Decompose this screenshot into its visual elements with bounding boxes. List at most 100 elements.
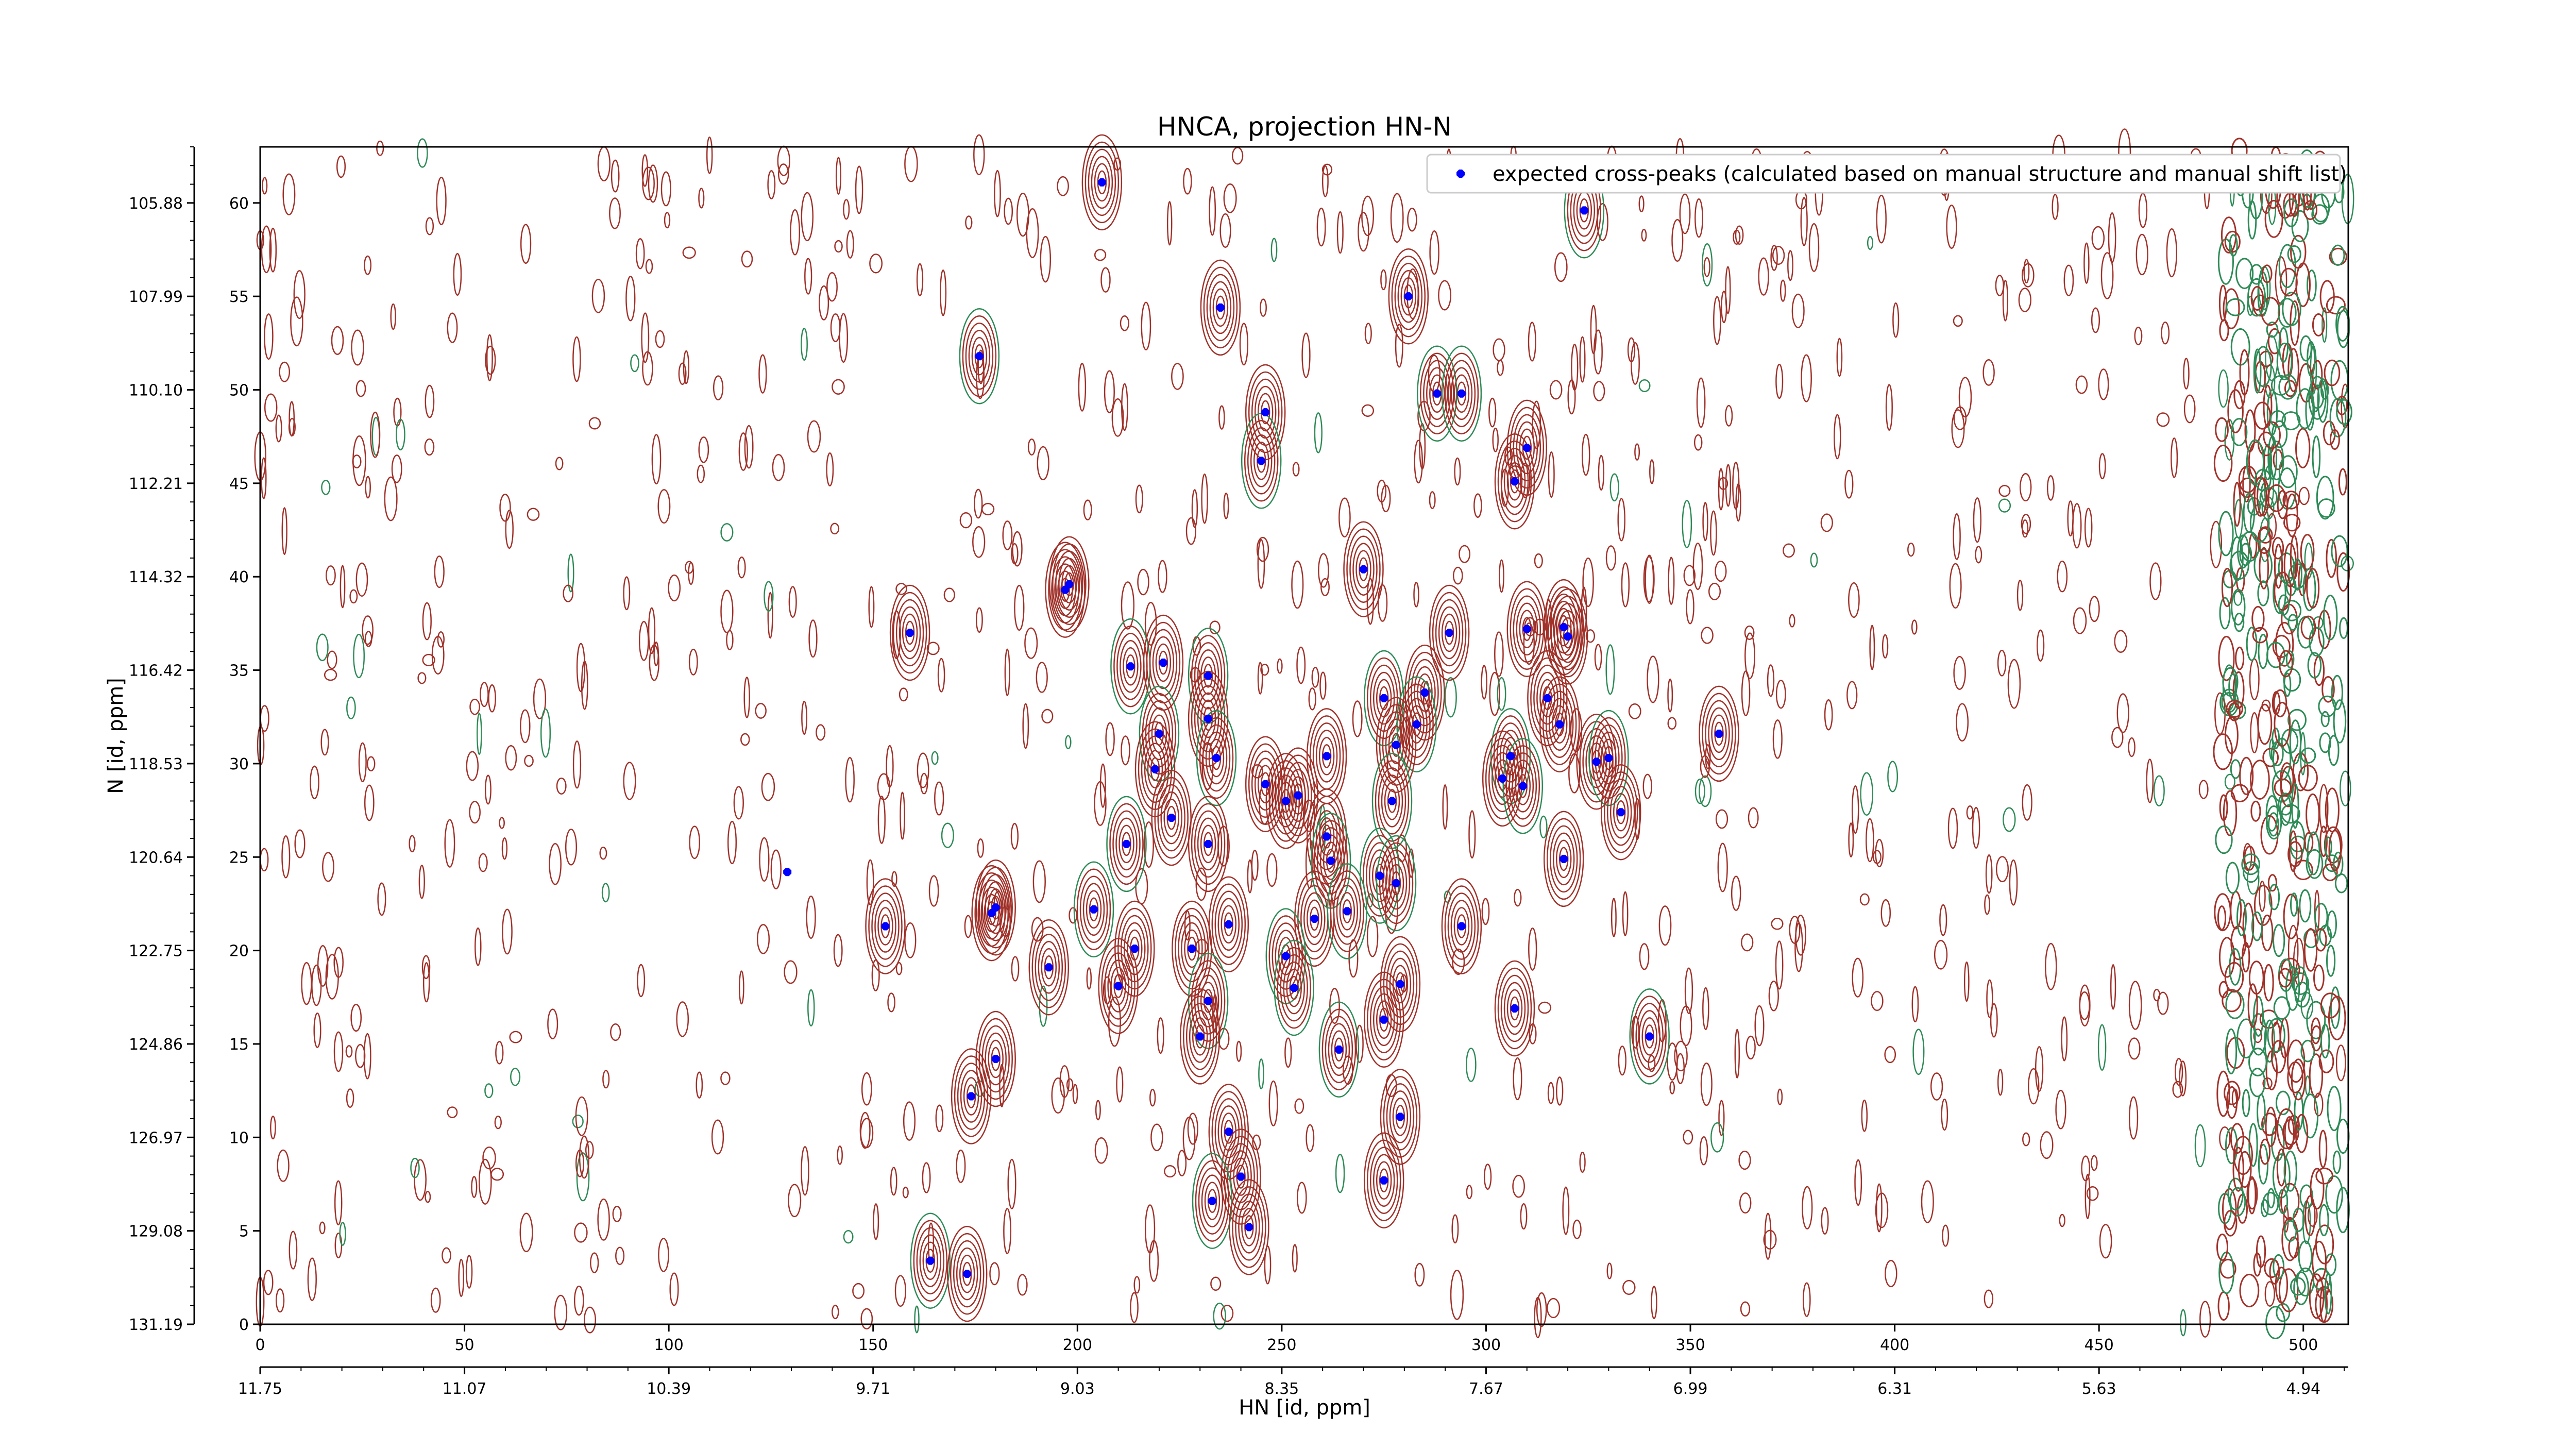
band-contour	[2287, 245, 2301, 263]
noise-contour	[1801, 354, 1812, 402]
noise-contour	[1218, 405, 1225, 430]
peak-contour	[1385, 718, 1408, 771]
peak-contour	[916, 1227, 945, 1294]
noise-contour	[1037, 446, 1049, 481]
noise-contour	[788, 1184, 802, 1218]
band-contour	[2227, 389, 2244, 433]
noise-contour	[1579, 1151, 1586, 1173]
noise-contour	[1702, 502, 1708, 542]
band-contour	[2275, 1267, 2289, 1304]
cross-peak-marker	[1290, 984, 1298, 992]
peak-contour	[1254, 757, 1277, 811]
band-contour	[2219, 319, 2229, 342]
noise-contour	[2180, 1309, 2187, 1337]
noise-contour	[801, 328, 808, 361]
band-contour	[2265, 1306, 2286, 1340]
noise-contour	[1414, 440, 1423, 484]
band-contour	[2262, 264, 2273, 283]
peak-contour	[1284, 762, 1312, 829]
band-contour	[2263, 384, 2273, 428]
band-contour	[2324, 359, 2341, 386]
noise-contour	[1802, 1186, 1813, 1229]
peak-contour	[1376, 1000, 1392, 1039]
band-contour	[2339, 617, 2348, 639]
noise-contour	[697, 464, 705, 483]
noise-contour	[554, 1294, 568, 1330]
noise-contour	[294, 829, 306, 858]
noise-contour	[806, 896, 816, 939]
noise-contour	[877, 773, 891, 800]
noise-contour	[2059, 1214, 2065, 1227]
band-contour	[2222, 989, 2242, 1013]
noise-contour	[2083, 242, 2090, 284]
noise-contour	[1528, 927, 1537, 971]
noise-contour	[826, 272, 838, 302]
noise-contour	[931, 751, 939, 765]
noise-contour	[904, 922, 917, 958]
noise-contour	[648, 607, 656, 654]
noise-contour	[1846, 681, 1858, 710]
peak-contour	[1321, 1008, 1357, 1091]
band-contour	[2320, 992, 2340, 1019]
noise-contour	[2055, 1089, 2066, 1130]
cross-peak-marker	[1457, 389, 1466, 398]
noise-contour	[1451, 1214, 1459, 1244]
noise-contour	[1247, 859, 1253, 894]
noise-contour	[1911, 619, 1918, 635]
noise-contour	[1292, 462, 1300, 477]
band-contour	[2235, 646, 2245, 670]
noise-contour	[1086, 967, 1092, 990]
noise-contour	[1692, 543, 1703, 590]
noise-contour	[1239, 323, 1249, 366]
noise-contour	[339, 1222, 346, 1246]
band-contour	[2253, 348, 2262, 394]
peak-contour	[1556, 610, 1579, 663]
noise-contour	[447, 312, 458, 343]
cross-peak-marker	[1204, 997, 1213, 1005]
noise-contour	[2149, 562, 2162, 600]
noise-contour	[1834, 414, 1841, 460]
cross-peak-marker	[1065, 580, 1074, 588]
band-contour	[2331, 675, 2343, 711]
noise-contour	[1534, 553, 1543, 568]
band-contour	[2250, 800, 2261, 822]
band-contour	[2267, 1018, 2285, 1053]
y-ppm-tick-label: 112.21	[129, 475, 183, 493]
noise-contour	[520, 709, 531, 744]
cross-peak-marker	[1224, 920, 1233, 929]
cross-peak-marker	[1126, 662, 1135, 671]
noise-contour	[861, 1072, 872, 1106]
noise-contour	[2091, 1155, 2098, 1171]
band-contour	[2283, 198, 2299, 227]
band-contour	[2266, 322, 2279, 338]
noise-contour	[981, 502, 995, 516]
peak-contour	[1346, 528, 1381, 610]
noise-contour	[505, 745, 517, 771]
noise-contour	[1621, 562, 1630, 608]
noise-contour	[869, 254, 883, 274]
noise-contour	[801, 1146, 809, 1196]
band-contour	[2230, 1123, 2244, 1154]
peak-contour	[1372, 1154, 1395, 1207]
band-contour	[2257, 580, 2269, 606]
band-contour	[2306, 1001, 2326, 1039]
band-contour	[2303, 200, 2318, 221]
band-contour	[2274, 778, 2292, 797]
noise-contour	[1483, 1164, 1492, 1190]
noise-contour	[1352, 700, 1363, 737]
band-contour	[2306, 793, 2320, 836]
band-contour	[2223, 790, 2238, 836]
noise-contour	[1963, 961, 1970, 1002]
cross-peak-marker	[1380, 694, 1388, 702]
peak-contour	[1539, 679, 1555, 718]
noise-contour	[1693, 434, 1703, 451]
peak-contour	[871, 892, 900, 960]
peak-contour	[1513, 595, 1541, 663]
x-index-tick-label: 250	[1267, 1336, 1296, 1354]
noise-contour	[1454, 457, 1461, 486]
noise-contour	[801, 192, 814, 242]
band-contour	[2323, 595, 2338, 641]
cross-peak-marker	[1188, 944, 1196, 953]
noise-contour	[458, 1258, 465, 1297]
noise-contour	[1361, 404, 1375, 417]
